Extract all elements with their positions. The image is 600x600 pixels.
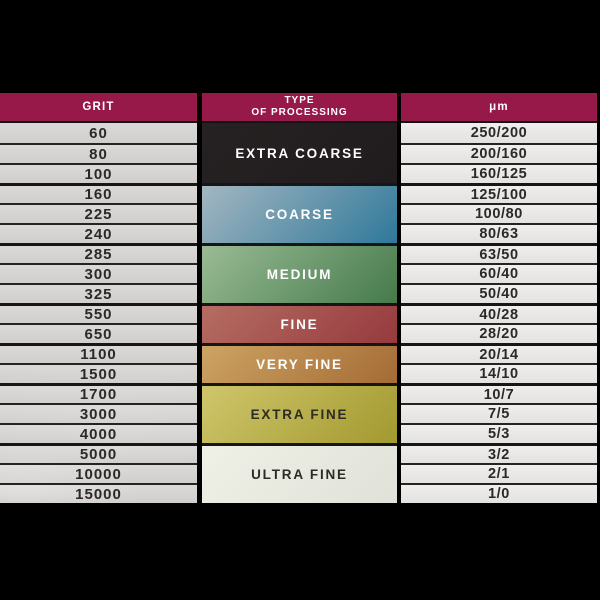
type-header-line2: OF PROCESSING <box>251 107 348 118</box>
micron-cell: 28/20 <box>401 323 597 343</box>
grit-cell: 1100 <box>0 343 197 363</box>
type-cell-fine: FINE <box>202 303 397 343</box>
type-column: TYPE OF PROCESSING EXTRA COARSE COARSE MED… <box>202 93 397 503</box>
grit-cell: 1500 <box>0 363 197 383</box>
micron-cell: 250/200 <box>401 123 597 143</box>
grit-cell: 300 <box>0 263 197 283</box>
grit-cell: 1700 <box>0 383 197 403</box>
grit-cell: 325 <box>0 283 197 303</box>
grit-cell: 60 <box>0 123 197 143</box>
type-cell-very-fine: VERY FINE <box>202 343 397 383</box>
grit-conversion-table: GRIT 60 80 100 160 225 240 285 300 325 550 650 1100… <box>0 93 600 503</box>
type-cell-coarse: COARSE <box>202 183 397 243</box>
grit-cell: 80 <box>0 143 197 163</box>
grit-cell: 285 <box>0 243 197 263</box>
micron-header-label: μm <box>489 101 509 113</box>
micron-cell: 2/1 <box>401 463 597 483</box>
grit-cell: 225 <box>0 203 197 223</box>
micron-cell: 200/160 <box>401 143 597 163</box>
micron-cell: 100/80 <box>401 203 597 223</box>
micron-cell: 7/5 <box>401 403 597 423</box>
type-header-line1: TYPE <box>284 94 315 106</box>
micron-cell: 63/50 <box>401 243 597 263</box>
grit-cell: 650 <box>0 323 197 343</box>
micron-cell: 1/0 <box>401 483 597 503</box>
micron-cell: 10/7 <box>401 383 597 403</box>
type-cell-ultra-fine: ULTRA FINE <box>202 443 397 503</box>
micron-cell: 3/2 <box>401 443 597 463</box>
grit-cell: 100 <box>0 163 197 183</box>
micron-cell: 20/14 <box>401 343 597 363</box>
micron-cell: 160/125 <box>401 163 597 183</box>
micron-cell: 5/3 <box>401 423 597 443</box>
grit-column-header: GRIT <box>0 93 197 123</box>
micron-cell: 60/40 <box>401 263 597 283</box>
grit-column: GRIT 60 80 100 160 225 240 285 300 325 550 650 1100… <box>0 93 197 503</box>
grit-cell: 550 <box>0 303 197 323</box>
micron-column-header: μm <box>401 93 597 123</box>
type-cell-extra-fine: EXTRA FINE <box>202 383 397 443</box>
type-column-header: TYPE OF PROCESSING <box>202 93 397 123</box>
micron-cell: 40/28 <box>401 303 597 323</box>
micron-values-list: 250/200 200/160 160/125 125/100 100/80 80/63 6… <box>401 123 597 503</box>
grit-values-list: 60 80 100 160 225 240 285 300 325 550 650 1100 1500 1… <box>0 123 197 503</box>
type-cell-extra-coarse: EXTRA COARSE <box>202 123 397 183</box>
grit-cell: 10000 <box>0 463 197 483</box>
micron-cell: 14/10 <box>401 363 597 383</box>
micron-column: μm 250/200 200/160 160/125 125/100 100/80 80/… <box>401 93 597 503</box>
grit-cell: 5000 <box>0 443 197 463</box>
grit-cell: 3000 <box>0 403 197 423</box>
grit-cell: 4000 <box>0 423 197 443</box>
grit-cell: 240 <box>0 223 197 243</box>
grit-cell: 160 <box>0 183 197 203</box>
micron-cell: 125/100 <box>401 183 597 203</box>
micron-cell: 80/63 <box>401 223 597 243</box>
grit-header-label: GRIT <box>82 101 115 113</box>
grit-cell: 15000 <box>0 483 197 503</box>
type-cell-medium: MEDIUM <box>202 243 397 303</box>
type-categories-list: EXTRA COARSE COARSE MEDIUM FINE VERY FINE EXT… <box>202 123 397 503</box>
micron-cell: 50/40 <box>401 283 597 303</box>
